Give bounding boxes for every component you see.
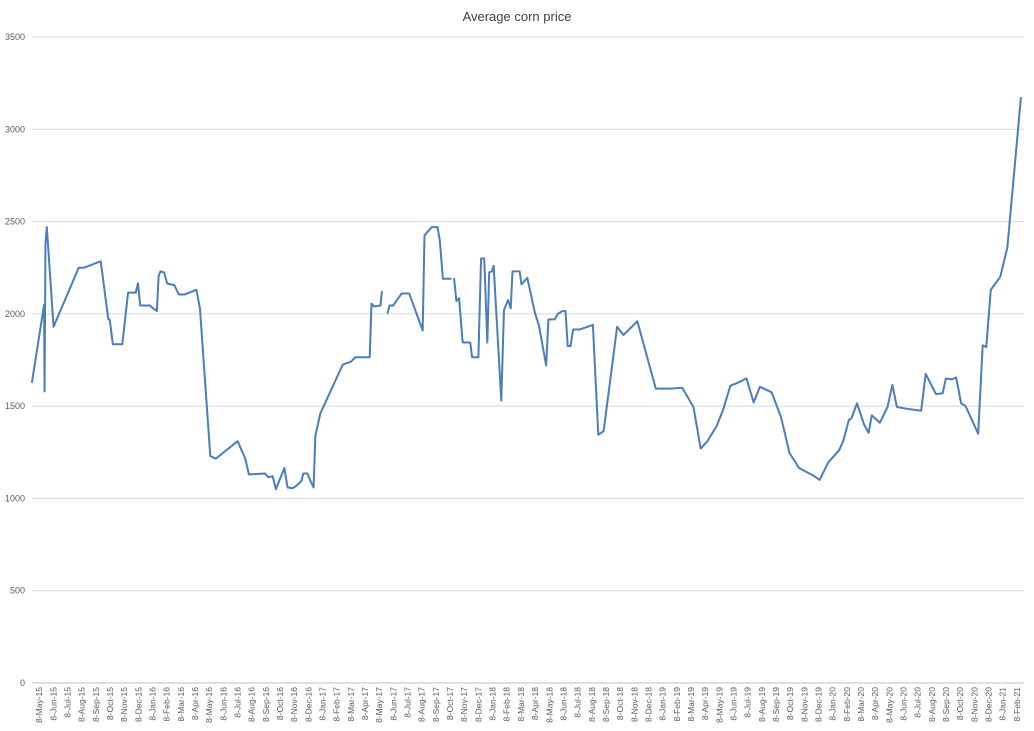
y-tick-label: 3000	[5, 124, 25, 134]
x-tick-label: 8-Feb-19	[672, 687, 682, 722]
x-tick-label: 8-Aug-17	[417, 687, 427, 722]
x-axis-ticks: 8-May-15 8-Jun-15 8-Jul-15 8-Aug-15 8-Sep-15…	[34, 687, 1022, 723]
x-tick-label: 8-Jan-18	[488, 687, 498, 721]
x-tick-label: 8-Aug-20	[927, 687, 937, 722]
y-tick-label: 1000	[5, 493, 25, 503]
x-tick-label: 8-Aug-18	[587, 687, 597, 722]
series-layer	[31, 96, 1022, 491]
x-tick-label: 8-Oct-17	[445, 687, 455, 720]
x-tick-label: 8-Jul-17	[403, 687, 413, 718]
x-tick-label: 8-Mar-20	[856, 687, 866, 722]
x-tick-label: 8-Oct-20	[955, 687, 965, 720]
x-tick-label: 8-Apr-17	[360, 687, 370, 720]
x-tick-label: 8-Oct-18	[615, 687, 625, 720]
x-tick-label: 8-May-17	[374, 687, 384, 723]
x-tick-label: 8-Mar-19	[686, 687, 696, 722]
x-tick-label: 8-Oct-19	[785, 687, 795, 720]
x-tick-label: 8-Oct-15	[105, 687, 115, 720]
x-tick-label: 8-Nov-20	[969, 687, 979, 722]
x-tick-label: 8-Nov-18	[629, 687, 639, 722]
x-tick-label: 8-Jun-18	[558, 687, 568, 721]
x-tick-label: 8-Feb-18	[502, 687, 512, 722]
x-tick-label: 8-Sep-16	[261, 687, 271, 722]
x-tick-label: 8-Jan-21	[998, 687, 1008, 721]
x-tick-label: 8-May-15	[34, 687, 44, 723]
x-tick-label: 8-Jan-17	[318, 687, 328, 721]
x-tick-label: 8-Feb-21	[1012, 687, 1022, 722]
x-tick-label: 8-Jun-16	[218, 687, 228, 721]
x-tick-label: 8-Nov-15	[119, 687, 129, 722]
x-tick-label: 8-Sep-15	[91, 687, 101, 722]
chart-title: Average corn price	[463, 9, 572, 24]
x-tick-label: 8-Mar-16	[176, 687, 186, 722]
x-tick-label: 8-May-20	[884, 687, 894, 723]
x-tick-label: 8-Apr-19	[700, 687, 710, 720]
y-tick-label: 2500	[5, 217, 25, 227]
y-tick-label: 3500	[5, 32, 25, 42]
x-tick-label: 8-Dec-20	[984, 687, 994, 722]
x-tick-label: 8-Jul-20	[913, 687, 923, 718]
x-tick-label: 8-Jul-19	[743, 687, 753, 718]
x-tick-label: 8-Sep-20	[941, 687, 951, 722]
x-tick-label: 8-Apr-18	[530, 687, 540, 720]
x-tick-label: 8-Dec-15	[133, 687, 143, 722]
x-tick-label: 8-Apr-20	[870, 687, 880, 720]
x-tick-label: 8-Jan-16	[147, 687, 157, 721]
x-tick-label: 8-Sep-18	[601, 687, 611, 722]
series-line-0	[31, 96, 1022, 491]
x-tick-label: 8-Jul-15	[62, 687, 72, 718]
y-tick-label: 1500	[5, 401, 25, 411]
x-tick-label: 8-Jan-19	[658, 687, 668, 721]
x-tick-label: 8-Dec-16	[303, 687, 313, 722]
x-tick-label: 8-Jul-16	[232, 687, 242, 718]
x-tick-label: 8-Dec-19	[814, 687, 824, 722]
x-tick-label: 8-Dec-18	[643, 687, 653, 722]
x-tick-label: 8-May-19	[714, 687, 724, 723]
x-tick-label: 8-Jun-15	[48, 687, 58, 721]
x-tick-label: 8-Feb-20	[842, 687, 852, 722]
x-tick-label: 8-Jan-20	[828, 687, 838, 721]
x-tick-label: 8-Aug-16	[247, 687, 257, 722]
x-tick-label: 8-Sep-17	[431, 687, 441, 722]
gridlines	[32, 36, 1024, 592]
x-tick-label: 8-Mar-18	[516, 687, 526, 722]
y-tick-label: 500	[10, 586, 25, 596]
x-tick-label: 8-Jun-17	[388, 687, 398, 721]
x-tick-label: 8-Aug-15	[77, 687, 87, 722]
x-tick-label: 8-Aug-19	[757, 687, 767, 722]
x-tick-label: 8-Jun-20	[899, 687, 909, 721]
x-tick-label: 8-Jun-19	[728, 687, 738, 721]
x-tick-label: 8-Feb-16	[162, 687, 172, 722]
x-tick-label: 8-Mar-17	[346, 687, 356, 722]
x-tick-label: 8-Feb-17	[332, 687, 342, 722]
x-tick-label: 8-May-16	[204, 687, 214, 723]
x-tick-label: 8-May-18	[544, 687, 554, 723]
x-tick-label: 8-Nov-19	[799, 687, 809, 722]
x-tick-label: 8-Jul-18	[573, 687, 583, 718]
y-axis-ticks: 0 500 1000 1500 2000 2500 3000 3500	[5, 32, 25, 688]
x-tick-label: 8-Sep-19	[771, 687, 781, 722]
x-tick-label: 8-Dec-17	[473, 687, 483, 722]
y-tick-label: 2000	[5, 309, 25, 319]
x-tick-label: 8-Nov-16	[289, 687, 299, 722]
x-tick-label: 8-Apr-16	[190, 687, 200, 720]
x-tick-label: 8-Nov-17	[459, 687, 469, 722]
x-tick-label: 8-Oct-16	[275, 687, 285, 720]
y-tick-label: 0	[20, 678, 25, 688]
